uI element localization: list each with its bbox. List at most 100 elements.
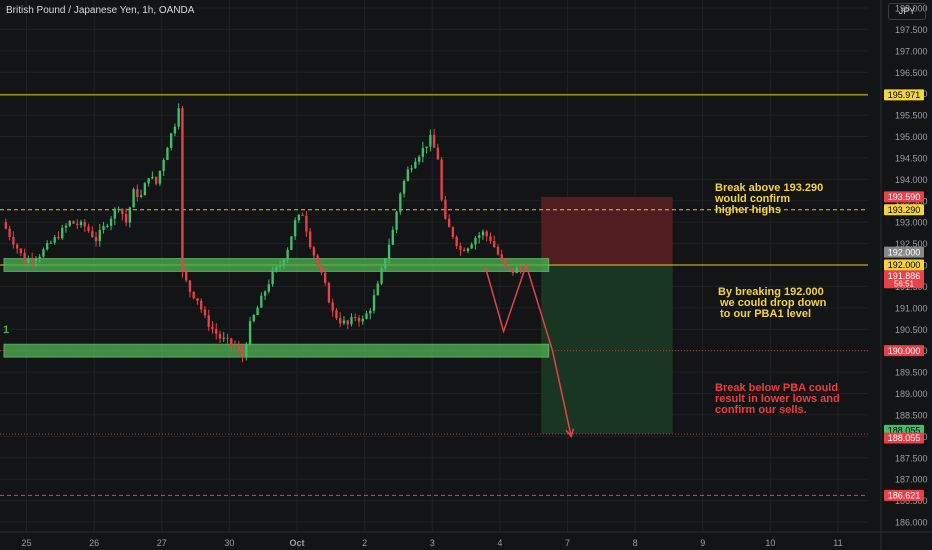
candle-body <box>489 236 492 242</box>
zone-pba1-zone <box>3 343 550 358</box>
note-line: result in lower lows and <box>715 393 840 405</box>
candle-body <box>19 248 23 254</box>
candle-body <box>263 291 267 296</box>
price-label: 191.886 <box>888 271 921 281</box>
price-tick-label: 186.000 <box>895 518 928 528</box>
price-label-bg <box>884 270 924 289</box>
candle-body <box>230 338 233 345</box>
price-tick-label: 192.500 <box>895 239 928 249</box>
price-tick-label: 188.500 <box>895 410 928 420</box>
candle-body <box>151 176 154 179</box>
candle-body <box>87 226 90 232</box>
time-tick-label: 8 <box>633 538 638 548</box>
candle-body <box>324 272 327 283</box>
price-tick-label: 191.000 <box>895 303 928 313</box>
price-tick-label: 193.000 <box>895 218 928 228</box>
note-line: would confirm <box>715 193 791 205</box>
note-line: By breaking 192.000 <box>718 286 824 298</box>
candle-body <box>436 147 440 160</box>
candle-body <box>301 214 304 216</box>
candle-body <box>113 208 116 219</box>
candle-body <box>173 126 177 134</box>
candle-body <box>339 318 342 324</box>
candle-body <box>466 248 470 252</box>
candle-body <box>335 310 338 319</box>
candle-body <box>286 249 289 260</box>
candle-body <box>372 295 376 311</box>
candle-body <box>282 259 286 266</box>
time-tick-label: 2 <box>362 538 367 548</box>
price-label: 193.290 <box>888 205 921 215</box>
symbol-title[interactable]: British Pound / Japanese Yen, 1h, OANDA <box>6 5 195 16</box>
time-tick-label: 3 <box>430 538 435 548</box>
candle-body <box>38 256 41 259</box>
price-tick-label: 195.000 <box>895 132 928 142</box>
price-label-bg <box>884 259 924 271</box>
note-line: higher highs <box>715 204 781 216</box>
candle-body <box>402 180 406 194</box>
candle-body <box>455 236 458 246</box>
candle-body <box>12 236 15 245</box>
candle-body <box>139 195 143 197</box>
candle-body <box>346 320 349 325</box>
price-tick-label: 189.000 <box>895 389 928 399</box>
candle-body <box>124 214 128 223</box>
candle-body <box>4 222 8 229</box>
candle-body <box>481 231 485 236</box>
candle-body <box>68 220 71 226</box>
time-tick-label: 27 <box>157 538 167 548</box>
time-tick-label: 4 <box>497 538 502 548</box>
currency-selector[interactable]: JPY <box>888 3 926 20</box>
price-tick-label: 186.500 <box>895 496 928 506</box>
candle-body <box>316 255 319 266</box>
candle-body <box>357 317 361 322</box>
time-tick-label: Oct <box>290 538 305 548</box>
candle-body <box>154 176 158 184</box>
candle-body <box>369 310 372 314</box>
candle-body <box>200 300 203 310</box>
price-label-bg <box>884 191 924 203</box>
price-tick-label: 194.500 <box>895 153 928 163</box>
candle-body <box>169 133 173 148</box>
candle-body <box>425 146 428 149</box>
candle-body <box>132 189 135 208</box>
candle-body <box>218 333 222 339</box>
candle-body <box>226 337 229 339</box>
candle-body <box>361 318 364 322</box>
candle-body <box>271 270 274 285</box>
candle-body <box>496 247 500 255</box>
candle-body <box>459 245 462 250</box>
candle-body <box>485 231 488 237</box>
price-label-bg <box>884 432 924 444</box>
candle-body <box>128 207 132 223</box>
candle-body <box>275 266 278 271</box>
projection-path <box>484 262 572 437</box>
candle-body <box>267 284 271 292</box>
candle-body <box>260 295 263 308</box>
time-tick-label: 25 <box>22 538 32 548</box>
candle-body <box>256 307 259 316</box>
candle-body <box>102 225 105 230</box>
candle-body <box>185 271 188 281</box>
candle-body <box>387 244 391 259</box>
candle-body <box>508 267 511 269</box>
price-label: 195.971 <box>888 90 921 100</box>
countdown-label: 56:51 <box>894 280 915 289</box>
candle-body <box>98 229 101 242</box>
candle-body <box>493 241 496 248</box>
candle-body <box>136 189 139 197</box>
time-tick-label: 11 <box>833 538 842 548</box>
take-profit-zone <box>541 265 673 434</box>
price-label: 186.621 <box>888 491 921 501</box>
candle-body <box>406 169 410 181</box>
candle-body <box>177 108 180 127</box>
time-tick-label: 7 <box>565 538 570 548</box>
candle-body <box>27 258 30 263</box>
time-tick-label: 10 <box>765 538 775 548</box>
price-tick-label: 187.000 <box>895 475 928 485</box>
candle-body <box>447 218 451 228</box>
candle-body <box>365 313 368 319</box>
price-label: 192.000 <box>888 247 921 257</box>
